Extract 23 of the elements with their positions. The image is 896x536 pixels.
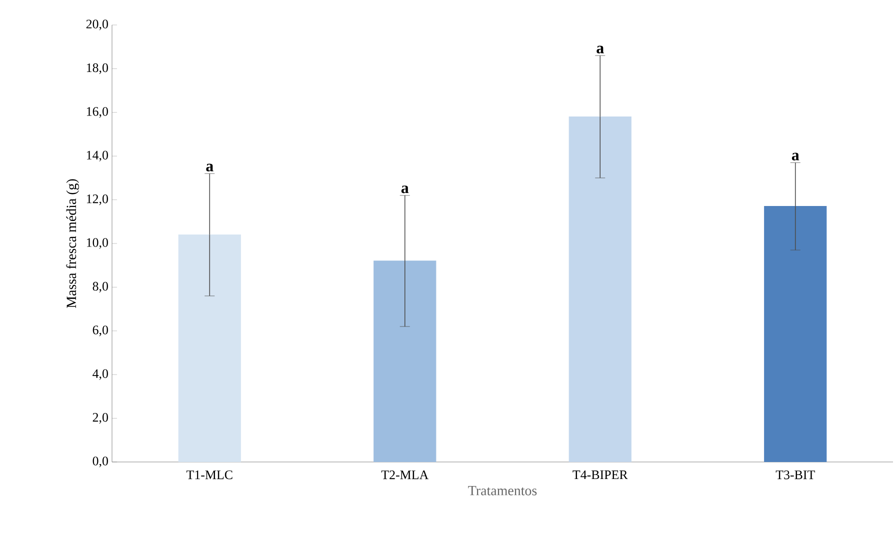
x-axis-title: Tratamentos [468, 486, 537, 496]
y-tick-label: 2,0 [92, 412, 108, 424]
y-tick-label: 4,0 [92, 369, 108, 380]
y-tick-label: 14,0 [86, 150, 108, 162]
y-tick-label: 8,0 [92, 282, 108, 292]
y-tick-label: 0,0 [92, 456, 108, 468]
y-tick-label: 6,0 [92, 326, 108, 336]
y-tick-label: 18,0 [86, 63, 108, 74]
x-tick-label: T2-MLA [381, 470, 429, 480]
annotation: a [401, 186, 409, 194]
annotation: a [596, 46, 604, 54]
y-tick-label: 20,0 [86, 20, 108, 30]
x-tick-label: T1-MLC [186, 470, 232, 480]
annotation: a [792, 152, 800, 160]
annotation: a [206, 164, 214, 172]
y-axis-title: Massa fresca média (g) [66, 179, 79, 308]
x-tick-label: T3-BIT [776, 470, 815, 480]
y-tick-label: 10,0 [86, 238, 108, 249]
x-tick-label: T4-BIPER [572, 470, 628, 480]
y-tick-label: 12,0 [86, 194, 108, 206]
bar [178, 234, 241, 462]
y-tick-label: 16,0 [86, 107, 108, 118]
bar [764, 206, 827, 462]
